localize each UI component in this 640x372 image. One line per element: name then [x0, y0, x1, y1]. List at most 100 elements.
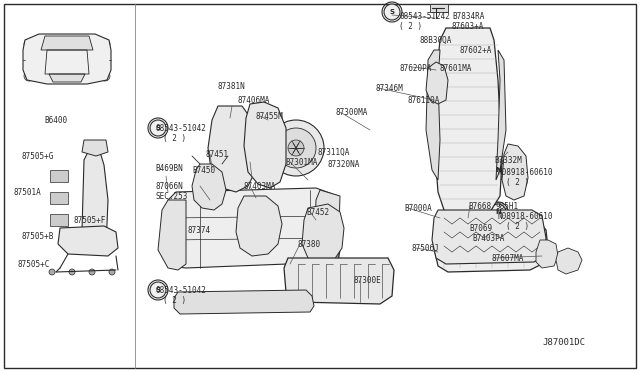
Ellipse shape [250, 134, 282, 166]
Ellipse shape [150, 282, 166, 298]
Ellipse shape [466, 166, 474, 174]
Ellipse shape [384, 4, 400, 20]
Text: B7069: B7069 [469, 224, 492, 233]
Text: B7668: B7668 [468, 202, 491, 211]
Polygon shape [236, 196, 282, 256]
Text: 87607MA: 87607MA [492, 254, 524, 263]
Text: 87311QA: 87311QA [318, 148, 350, 157]
Text: S: S [156, 287, 161, 293]
Polygon shape [302, 204, 344, 264]
Text: S: S [390, 9, 394, 15]
Text: 87300E: 87300E [354, 276, 381, 285]
Text: B6400: B6400 [44, 116, 67, 125]
Polygon shape [168, 188, 340, 268]
Text: SEC.253: SEC.253 [155, 192, 188, 201]
Text: 87320NA: 87320NA [328, 160, 360, 169]
Text: ( 2 ): ( 2 ) [163, 296, 186, 305]
Ellipse shape [268, 120, 324, 176]
Ellipse shape [288, 140, 304, 156]
Text: 87611QA: 87611QA [408, 96, 440, 105]
Bar [50, 170, 68, 182]
Ellipse shape [466, 46, 474, 54]
Text: ( 2 ): ( 2 ) [163, 134, 186, 143]
Text: 87403MA: 87403MA [244, 182, 276, 191]
Polygon shape [502, 144, 528, 200]
Text: J87001DC: J87001DC [542, 338, 585, 347]
Ellipse shape [24, 39, 34, 49]
Ellipse shape [69, 269, 75, 275]
Polygon shape [426, 50, 440, 180]
Text: 87506J: 87506J [412, 244, 440, 253]
Text: 08543-51042: 08543-51042 [155, 286, 206, 295]
Polygon shape [536, 240, 558, 268]
Text: N08918-60610: N08918-60610 [497, 168, 552, 177]
Text: 87601MA: 87601MA [440, 64, 472, 73]
Ellipse shape [276, 128, 316, 168]
Text: 88B30QA: 88B30QA [420, 36, 452, 45]
Text: 08543-51042: 08543-51042 [155, 124, 206, 133]
Polygon shape [82, 152, 108, 252]
Text: 87505+C: 87505+C [18, 260, 51, 269]
Text: S: S [156, 125, 161, 131]
Text: B7403PA: B7403PA [472, 234, 504, 243]
Text: 87451: 87451 [205, 150, 228, 159]
Text: 08543-51242: 08543-51242 [399, 12, 450, 21]
Text: ( 2 ): ( 2 ) [506, 222, 529, 231]
Text: B7000A: B7000A [404, 204, 432, 213]
Ellipse shape [216, 136, 248, 168]
Ellipse shape [150, 120, 166, 136]
Polygon shape [58, 226, 118, 256]
Text: ( 2 ): ( 2 ) [399, 22, 422, 31]
Ellipse shape [109, 269, 115, 275]
Text: N08918-60610: N08918-60610 [497, 212, 552, 221]
Text: 87374: 87374 [188, 226, 211, 235]
Ellipse shape [24, 71, 34, 81]
Bar [53, 54, 65, 64]
Text: B7450: B7450 [192, 166, 215, 175]
Polygon shape [432, 210, 546, 264]
Polygon shape [23, 34, 111, 84]
Text: 87505+G: 87505+G [22, 152, 54, 161]
Ellipse shape [490, 204, 506, 220]
Bar [50, 214, 68, 226]
Polygon shape [208, 106, 258, 192]
Ellipse shape [89, 269, 95, 275]
Polygon shape [192, 164, 226, 210]
Text: B7834RA: B7834RA [452, 12, 484, 21]
Text: 87346M: 87346M [375, 84, 403, 93]
Text: 87381N: 87381N [218, 82, 246, 91]
Text: 87066N: 87066N [155, 182, 183, 191]
Text: 87455M: 87455M [256, 112, 284, 121]
Polygon shape [41, 36, 93, 50]
Polygon shape [244, 102, 286, 188]
Text: 985H1: 985H1 [496, 202, 519, 211]
Ellipse shape [49, 269, 55, 275]
Polygon shape [434, 220, 548, 272]
Text: 87620PA: 87620PA [400, 64, 433, 73]
Text: 87380: 87380 [298, 240, 321, 249]
Polygon shape [284, 258, 394, 304]
Text: ( 2 ): ( 2 ) [506, 178, 529, 187]
Text: 87603+A: 87603+A [452, 22, 484, 31]
Polygon shape [82, 140, 108, 156]
Polygon shape [556, 248, 582, 274]
Polygon shape [426, 62, 448, 104]
Text: 87501A: 87501A [14, 188, 42, 197]
Text: N: N [495, 209, 501, 215]
Polygon shape [496, 50, 506, 180]
Ellipse shape [100, 71, 110, 81]
Ellipse shape [466, 136, 474, 144]
Ellipse shape [466, 196, 474, 204]
Bar [50, 192, 68, 204]
Polygon shape [174, 290, 314, 314]
Ellipse shape [466, 106, 474, 114]
Polygon shape [158, 200, 186, 270]
Text: 87505+F: 87505+F [74, 216, 106, 225]
Text: 87602+A: 87602+A [460, 46, 492, 55]
Ellipse shape [466, 76, 474, 84]
Ellipse shape [246, 212, 274, 240]
Text: 87505+B: 87505+B [22, 232, 54, 241]
Polygon shape [49, 74, 85, 82]
Text: B7332M: B7332M [494, 156, 522, 165]
Polygon shape [434, 28, 502, 218]
